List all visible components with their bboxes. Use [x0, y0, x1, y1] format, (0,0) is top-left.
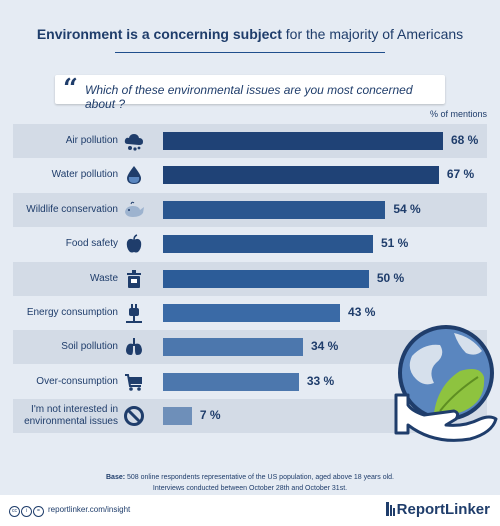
data-label: 67 % — [446, 167, 475, 182]
bar — [163, 407, 192, 426]
bar — [163, 166, 439, 185]
chart-row: Energy consumption 43 % — [13, 296, 487, 330]
chart-row: Over-consumption 33 % — [13, 365, 487, 399]
question-box: “ Which of these environmental issues ar… — [55, 74, 445, 111]
share-alike-icon[interactable]: = — [33, 506, 44, 517]
chart-row: Food safety 51 % — [13, 227, 487, 261]
plug-icon — [123, 302, 145, 324]
bar — [163, 338, 303, 357]
title-divider — [115, 52, 385, 53]
data-label: 33 % — [306, 373, 335, 388]
bar — [163, 269, 369, 288]
footer-link[interactable]: reportlinker.com/insight — [48, 505, 131, 514]
page-title: Environment is a concerning subject for … — [36, 26, 464, 42]
category-label: Water pollution — [51, 169, 118, 181]
chart-row: Wildlife conservation 54 % — [13, 192, 487, 227]
whale-icon — [123, 199, 145, 221]
category-label: Energy consumption — [26, 307, 118, 318]
quote-icon: “ — [63, 74, 78, 104]
data-label: 50 % — [376, 270, 405, 285]
brand-logo: ReportLinker — [385, 501, 490, 518]
bar — [163, 132, 443, 150]
data-label: 54 % — [393, 201, 421, 216]
category-label: Food safety — [65, 238, 118, 250]
bar — [163, 372, 299, 391]
chart-row: Waste 50 % — [13, 261, 487, 296]
data-label: 43 % — [348, 305, 376, 319]
category-label: I'm not interested in environmental issue… — [24, 404, 118, 428]
brand-mark-icon — [385, 502, 395, 516]
bar — [163, 304, 341, 322]
trash-icon — [123, 268, 145, 290]
category-label: Over-consumption — [36, 375, 118, 387]
category-label: Air pollution — [65, 135, 118, 146]
lungs-icon — [123, 336, 145, 358]
category-label: Soil pollution — [61, 341, 118, 353]
creative-commons-icon[interactable]: cc — [9, 506, 20, 517]
question-text: Which of these environmental issues are … — [85, 83, 413, 111]
footer: cc i = reportlinker.com/insight ReportLi… — [0, 495, 500, 526]
attribution-icon[interactable]: i — [21, 506, 32, 517]
units-note: % of mentions — [429, 109, 487, 119]
data-label: 34 % — [311, 339, 339, 354]
chart-row: Air pollution 68 % — [13, 124, 487, 158]
data-label: 51 % — [381, 236, 409, 251]
base-note: Base: 508 online respondents representat… — [106, 474, 394, 492]
data-label: 7 % — [199, 408, 221, 423]
category-label: Wildlife conservation — [26, 203, 118, 215]
bar — [163, 235, 373, 254]
data-label: 68 % — [451, 133, 479, 147]
category-label: Waste — [90, 272, 118, 284]
no-sign-icon — [123, 405, 145, 427]
apple-icon — [123, 233, 145, 255]
chart-row: Water pollution 67 % — [13, 158, 487, 192]
shopping-cart-icon — [123, 371, 145, 393]
earth-in-hand-icon — [394, 325, 498, 442]
cloud-pollution-icon — [123, 130, 145, 152]
water-drop-icon — [123, 164, 145, 186]
bar — [163, 200, 386, 219]
